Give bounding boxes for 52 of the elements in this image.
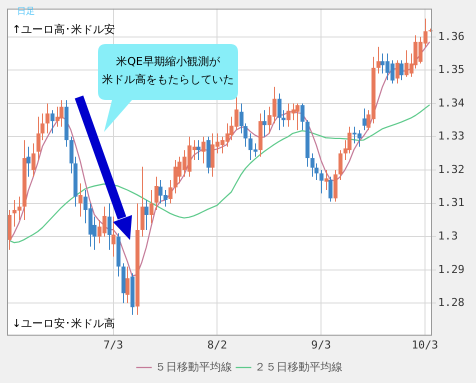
y-tick-label: 1.33 bbox=[438, 130, 464, 143]
candlestick bbox=[262, 110, 266, 138]
candlestick bbox=[36, 116, 40, 161]
candlestick bbox=[174, 160, 178, 194]
candlestick bbox=[334, 170, 338, 202]
y-tick-label: 1.35 bbox=[438, 63, 464, 76]
candlestick bbox=[168, 180, 172, 204]
candlestick bbox=[310, 152, 314, 178]
y-tick-label: 1.3 bbox=[438, 229, 458, 242]
y-tick-label: 1.36 bbox=[438, 30, 464, 43]
y-tick-label: 1.29 bbox=[438, 262, 464, 276]
candlestick bbox=[296, 102, 300, 131]
candlestick bbox=[126, 266, 130, 304]
annotation: ↓ユーロ安･米ドル高 bbox=[12, 316, 116, 331]
candlestick bbox=[112, 216, 116, 258]
y-tick-label: 1.34 bbox=[438, 96, 465, 110]
candlestick bbox=[328, 176, 332, 202]
x-tick-label: 8/2 bbox=[207, 338, 228, 352]
annotation: 米QE早期縮小観測が bbox=[115, 54, 221, 69]
candlestick bbox=[150, 190, 154, 224]
candlestick bbox=[396, 60, 400, 84]
candlestick bbox=[324, 170, 328, 191]
candlestick bbox=[320, 170, 324, 194]
annotation: 米ドル高をもたらしていた bbox=[101, 72, 235, 87]
candlestick bbox=[202, 136, 206, 164]
candlestick bbox=[278, 92, 282, 131]
candlestick bbox=[300, 102, 304, 131]
y-tick-label: 1.31 bbox=[438, 196, 464, 210]
candlestick bbox=[50, 110, 54, 134]
annotation: ↑ユーロ高･米ドル安 bbox=[12, 22, 116, 37]
candlestick bbox=[46, 102, 50, 134]
x-tick-label: 10/3 bbox=[412, 338, 438, 352]
candlestick bbox=[32, 142, 36, 178]
x-tick-label: 7/3 bbox=[103, 338, 124, 352]
legend-label: ５日移動平均線 bbox=[155, 360, 232, 374]
legend-label: ２５日移動平均線 bbox=[254, 360, 342, 374]
x-tick-label: 9/3 bbox=[311, 338, 331, 352]
chart-subtitle: 日足 bbox=[17, 6, 35, 18]
candlestick bbox=[108, 202, 112, 250]
candlestick bbox=[144, 199, 148, 230]
candlestick bbox=[196, 140, 200, 161]
y-tick-label: 1.28 bbox=[438, 296, 464, 310]
y-tick-label: 1.32 bbox=[438, 162, 464, 176]
candlestick bbox=[26, 146, 30, 178]
candlestick bbox=[376, 46, 380, 74]
candlestick bbox=[400, 60, 404, 81]
candlestick bbox=[154, 176, 158, 210]
candlestick bbox=[362, 108, 366, 131]
candlestick bbox=[78, 182, 82, 218]
candlestick bbox=[140, 166, 144, 238]
candlestick bbox=[60, 100, 64, 128]
candlestick bbox=[338, 150, 342, 181]
